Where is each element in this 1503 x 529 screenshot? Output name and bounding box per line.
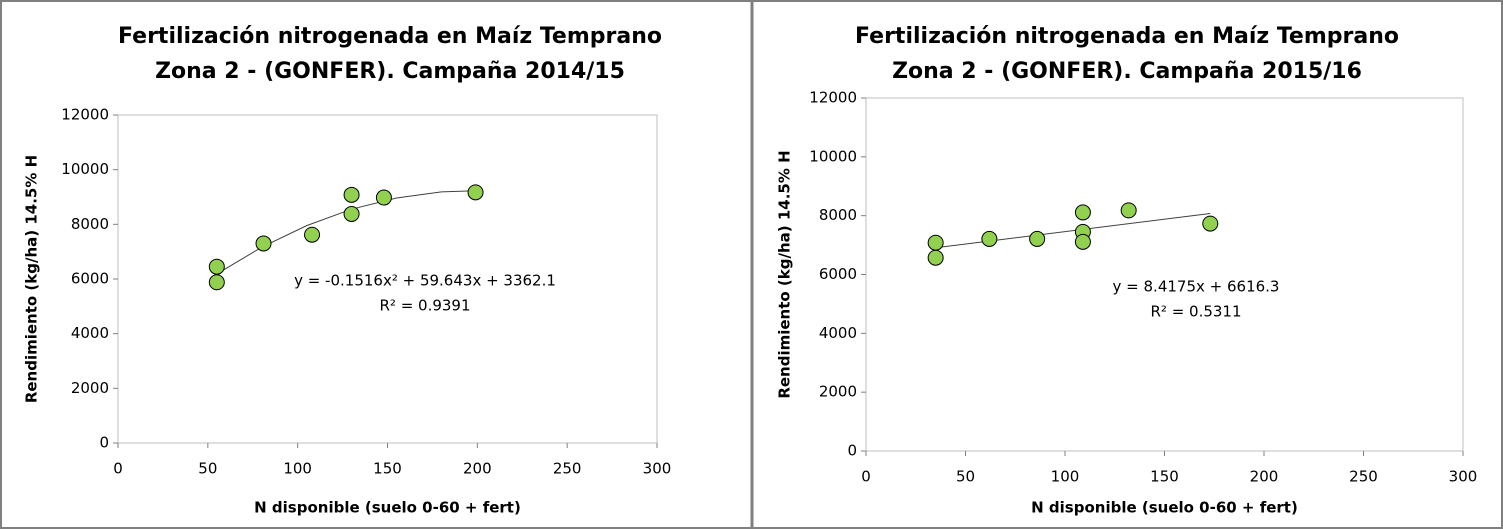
point [304,226,321,243]
y-tick-label: 2000 [71,379,109,397]
x-tick-label: 250 [553,460,582,478]
point [1120,202,1137,219]
equation: y = -0.1516x² + 59.643x + 3362.1 [294,272,556,290]
x-tick-label: 200 [1250,468,1279,486]
chart-subtitle: Zona 2 - (GONFER). Campaña 2015/16 [892,59,1362,84]
x-tick-label: 200 [463,460,492,478]
point [927,234,944,251]
trendline [935,213,1211,249]
point [1074,204,1091,221]
point [467,184,484,201]
y-tick-label: 10000 [809,147,857,165]
point [255,235,272,252]
r-squared: R² = 0.5311 [1150,303,1241,321]
x-tick-label: 50 [198,460,217,478]
y-axis-label: Rendimiento (kg/ha) 14.5% H [776,150,794,398]
x-tick-label: 300 [643,460,672,478]
y-tick-label: 2000 [819,383,857,401]
x-tick-label: 0 [113,460,123,478]
y-tick-label: 6000 [819,265,857,283]
point [1029,230,1046,247]
y-axis-label: Rendimiento (kg/ha) 14.5% H [23,155,41,403]
x-tick-label: 150 [1150,468,1179,486]
x-tick-label: 100 [283,460,312,478]
x-tick-label: 250 [1349,468,1378,486]
point [1074,233,1091,250]
equation: y = 8.4175x + 6616.3 [1113,278,1280,296]
x-tick-label: 300 [1449,468,1478,486]
x-tick-label: 50 [956,468,975,486]
chart-subtitle: Zona 2 - (GONFER). Campaña 2014/15 [155,59,625,84]
x-tick-label: 150 [373,460,402,478]
point [981,230,998,247]
x-tick-label: 100 [1051,468,1080,486]
point [1202,215,1219,232]
y-tick-label: 6000 [71,270,109,288]
y-tick-label: 12000 [809,89,857,107]
y-tick-label: 10000 [61,160,109,178]
y-tick-label: 8000 [819,206,857,224]
y-tick-label: 4000 [71,324,109,342]
x-axis-label: N disponible (suelo 0-60 + fert) [254,499,521,517]
y-tick-label: 0 [847,442,857,460]
point [927,249,944,266]
chart-title: Fertilización nitrogenada en Maíz Tempra… [855,24,1399,49]
r-squared: R² = 0.9391 [379,297,470,315]
x-axis-label: N disponible (suelo 0-60 + fert) [1031,499,1298,517]
y-tick-label: 4000 [819,324,857,342]
point [375,189,392,206]
chart-title: Fertilización nitrogenada en Maíz Tempra… [118,24,662,49]
x-tick-label: 0 [861,468,871,486]
y-tick-label: 0 [99,434,109,452]
point [343,186,360,203]
y-tick-label: 12000 [61,106,109,124]
y-tick-label: 8000 [71,215,109,233]
point [208,274,225,291]
point [208,258,225,275]
point [343,205,360,222]
